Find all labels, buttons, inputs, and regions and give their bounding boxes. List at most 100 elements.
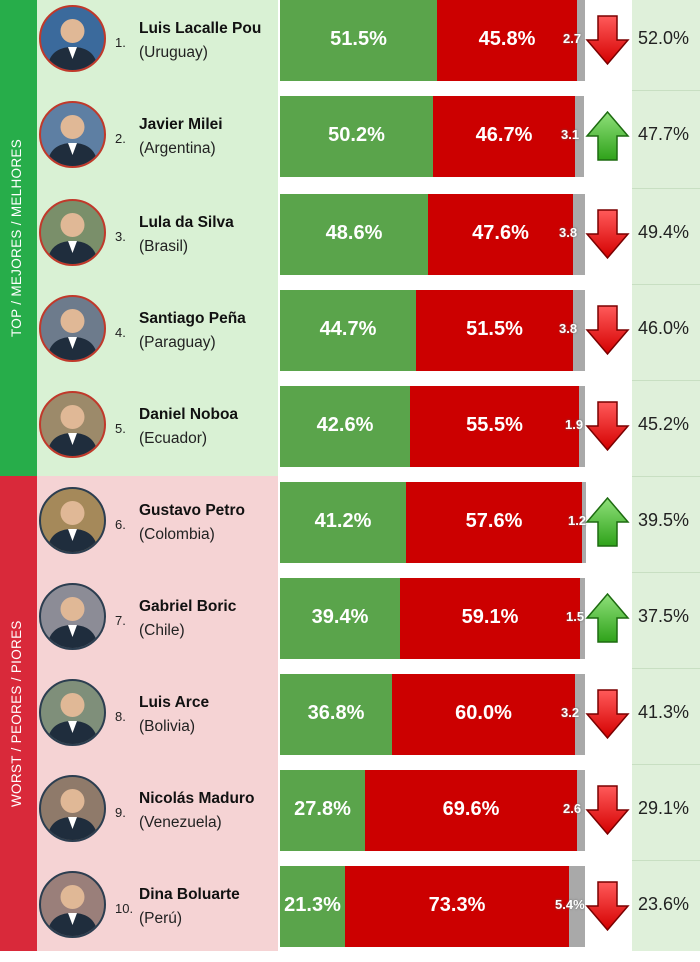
leader-country: (Ecuador) — [139, 430, 208, 447]
other-bar — [579, 386, 585, 467]
approve-bar: 41.2% — [280, 482, 406, 563]
disapprove-bar: 46.7% — [433, 96, 575, 177]
leader-country: (Venezuela) — [139, 814, 222, 831]
other-bar — [569, 866, 585, 947]
rank-number: 6. — [115, 517, 126, 532]
disapprove-label: 73.3% — [428, 894, 486, 916]
approve-label: 50.2% — [328, 124, 385, 146]
previous-value: 37.5% — [638, 606, 690, 626]
disapprove-bar: 47.6% — [428, 194, 573, 275]
approve-bar: 50.2% — [280, 96, 433, 177]
avatar — [39, 679, 106, 746]
disapprove-bar: 55.5% — [410, 386, 579, 467]
leader-country: (Bolivia) — [139, 718, 195, 735]
disapprove-label: 55.5% — [466, 414, 523, 436]
arrow-down-icon — [585, 208, 630, 260]
rank-number: 4. — [115, 325, 126, 340]
approve-label: 44.7% — [319, 318, 377, 340]
avatar — [39, 199, 106, 266]
row-separator — [632, 188, 700, 189]
approve-bar: 27.8% — [280, 770, 365, 851]
other-label: 3.8 — [559, 321, 578, 336]
leader-name: Gabriel Boric — [139, 598, 237, 615]
arrow-down-icon — [585, 688, 630, 740]
leader-country: (Uruguay) — [139, 44, 208, 61]
disapprove-label: 59.1% — [461, 606, 519, 628]
disapprove-label: 57.6% — [465, 510, 523, 532]
leader-name: Lula da Silva — [139, 214, 234, 231]
other-label: 3.8 — [559, 225, 578, 240]
avatar — [39, 101, 106, 168]
other-bar — [573, 194, 585, 275]
row-separator — [632, 572, 700, 573]
chart-row: 10. Dina Boluarte (Perú) 21.3% 73.3% 5.4% 23.6… — [0, 866, 700, 962]
disapprove-label: 46.7% — [475, 124, 533, 146]
leader-country: (Perú) — [139, 910, 183, 927]
arrow-down-icon — [585, 14, 630, 66]
previous-value: 39.5% — [638, 510, 690, 530]
other-label: 1.9 — [565, 417, 584, 432]
arrow-up-icon — [585, 110, 630, 162]
chart-row: 6. Gustavo Petro (Colombia) 41.2% 57.6% 1.2 39… — [0, 482, 700, 578]
previous-value: 23.6% — [638, 894, 690, 914]
previous-value: 29.1% — [638, 798, 690, 818]
row-separator — [632, 668, 700, 669]
other-label: 3.2 — [561, 705, 580, 720]
leader-country: (Argentina) — [139, 140, 216, 157]
approve-label: 21.3% — [284, 894, 341, 916]
previous-value: 49.4% — [638, 222, 690, 242]
previous-value-column — [632, 0, 700, 951]
leader-country: (Colombia) — [139, 526, 215, 543]
approve-label: 51.5% — [330, 28, 387, 50]
approve-bar: 21.3% — [280, 866, 345, 947]
other-label: 1.5 — [566, 609, 585, 624]
avatar — [39, 5, 106, 72]
chart-row: 7. Gabriel Boric (Chile) 39.4% 59.1% 1.5 37.5% — [0, 578, 700, 674]
rank-number: 9. — [115, 805, 126, 820]
other-bar — [575, 96, 584, 177]
approve-label: 27.8% — [294, 798, 351, 820]
chart-row: 9. Nicolás Maduro (Venezuela) 27.8% 69.6% 2.6… — [0, 770, 700, 866]
previous-value: 47.7% — [638, 124, 690, 144]
rank-number: 3. — [115, 229, 126, 244]
rank-number: 10. — [115, 901, 134, 916]
avatar — [39, 487, 106, 554]
arrow-up-icon — [585, 496, 630, 548]
approve-bar: 36.8% — [280, 674, 392, 755]
other-bar — [580, 578, 585, 659]
rank-number: 2. — [115, 131, 126, 146]
chart-row: 2. Javier Milei (Argentina) 50.2% 46.7% 3.1 47… — [0, 96, 700, 192]
approve-label: 41.2% — [314, 510, 372, 532]
previous-value: 52.0% — [638, 28, 690, 48]
disapprove-label: 69.6% — [442, 798, 500, 820]
chart-row: 5. Daniel Noboa (Ecuador) 42.6% 55.5% 1.9 45.2… — [0, 386, 700, 482]
approve-bar: 39.4% — [280, 578, 400, 659]
arrow-down-icon — [585, 304, 630, 356]
leader-name: Luis Arce — [139, 694, 210, 711]
approve-bar: 42.6% — [280, 386, 410, 467]
chart-row: 8. Luis Arce (Bolivia) 36.8% 60.0% 3.2 41.3% — [0, 674, 700, 770]
avatar — [39, 391, 106, 458]
arrow-down-icon — [585, 880, 630, 932]
leader-country: (Brasil) — [139, 238, 189, 255]
leader-name: Santiago Peña — [139, 310, 246, 327]
leader-name: Daniel Noboa — [139, 406, 239, 423]
approve-label: 36.8% — [307, 702, 365, 724]
chart-row: 1. Luis Lacalle Pou (Uruguay) 51.5% 45.8% 2.7… — [0, 0, 700, 96]
other-bar — [582, 482, 586, 563]
other-bar — [575, 674, 585, 755]
row-separator — [632, 860, 700, 861]
arrow-up-icon — [585, 592, 630, 644]
leader-country: (Chile) — [139, 622, 185, 639]
disapprove-label: 60.0% — [455, 702, 512, 724]
avatar — [39, 775, 106, 842]
row-separator — [632, 380, 700, 381]
chart-row: 4. Santiago Peña (Paraguay) 44.7% 51.5% 3.8 46… — [0, 290, 700, 386]
avatar — [39, 871, 106, 938]
worst-group-band: WORST / PEORES / PIORES — [0, 476, 37, 951]
approve-bar: 48.6% — [280, 194, 428, 275]
disapprove-label: 51.5% — [466, 318, 523, 340]
rank-number: 1. — [115, 35, 126, 50]
row-separator — [632, 476, 700, 477]
leader-name: Gustavo Petro — [139, 502, 245, 519]
